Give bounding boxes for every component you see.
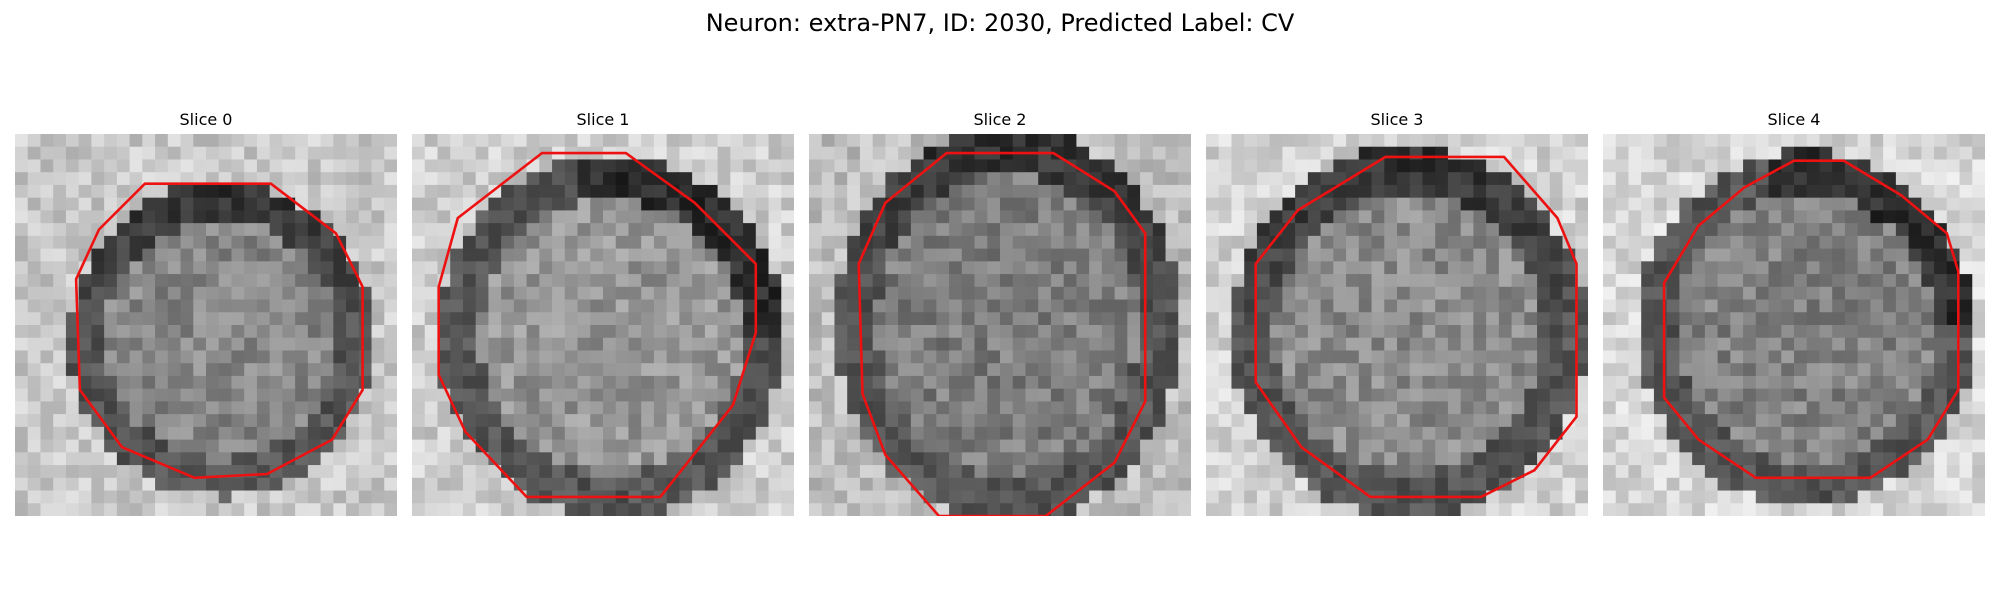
grayscale-slice-1 [412, 134, 794, 516]
slice-image-0 [15, 134, 397, 516]
slice-image-3 [1206, 134, 1588, 516]
slice-title: Slice 0 [179, 110, 233, 129]
grayscale-slice-2 [809, 134, 1191, 516]
segmentation-contour [74, 182, 364, 480]
grayscale-slice-0 [15, 134, 397, 516]
slice-image-1 [412, 134, 794, 516]
grayscale-slice-4 [1603, 134, 1985, 516]
slice-image-2 [809, 134, 1191, 516]
slice-title: Slice 1 [576, 110, 630, 129]
slice-title: Slice 3 [1370, 110, 1424, 129]
segmentation-contour [857, 151, 1147, 516]
slice-image-4 [1603, 134, 1985, 516]
segmentation-contour [1662, 159, 1960, 480]
slice-title: Slice 2 [973, 110, 1027, 129]
grayscale-slice-3 [1206, 134, 1588, 516]
segmentation-contour [1254, 155, 1578, 499]
segmentation-contour [437, 151, 758, 499]
figure-title: Neuron: extra-PN7, ID: 2030, Predicted L… [705, 9, 1295, 37]
slice-title: Slice 4 [1767, 110, 1821, 129]
